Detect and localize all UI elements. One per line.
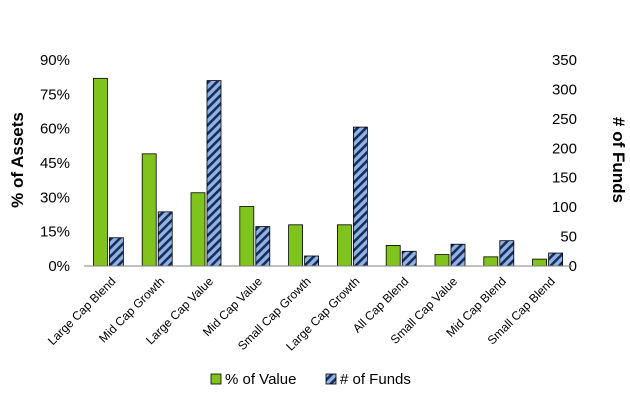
- left-axis-ticks: 0% 15% 30% 45% 60% 75% 90%: [40, 52, 70, 275]
- bar-fund-count: [450, 243, 466, 267]
- bar-percent-value: [532, 258, 547, 267]
- legend-label-funds: # of Funds: [340, 371, 411, 388]
- bar-marks: [93, 77, 563, 267]
- bar-fund-count: [548, 252, 563, 267]
- bar-fund-count: [157, 211, 173, 267]
- right-tick-label: 100: [552, 199, 577, 216]
- right-tick-label: 250: [552, 111, 577, 128]
- bar-fund-count: [499, 240, 515, 267]
- right-tick-label: 300: [552, 81, 577, 98]
- left-tick-label: 0%: [48, 258, 70, 275]
- right-tick-label: 50: [560, 229, 577, 246]
- bar-percent-value: [336, 224, 352, 267]
- bar-fund-count: [255, 226, 271, 267]
- bar-percent-value: [141, 153, 157, 267]
- bar-fund-count: [206, 80, 222, 267]
- bar-fund-count: [109, 237, 124, 267]
- right-tick-label: 0: [569, 258, 577, 275]
- right-tick-label: 350: [552, 52, 577, 69]
- left-tick-label: 60%: [40, 121, 70, 138]
- right-axis-ticks: 0 50 100 150 200 250 300 350: [552, 52, 577, 275]
- left-tick-label: 45%: [40, 155, 70, 172]
- legend: % of Value # of Funds: [210, 371, 411, 388]
- bar-fund-count: [352, 126, 368, 267]
- legend-label-value: % of Value: [225, 371, 296, 388]
- bar-percent-value: [288, 224, 304, 267]
- legend-swatch-value: [210, 373, 222, 385]
- bar-percent-value: [385, 244, 401, 267]
- bar-fund-count: [304, 255, 320, 267]
- left-tick-label: 30%: [40, 189, 70, 206]
- left-tick-label: 15%: [40, 224, 70, 241]
- bar-percent-value: [93, 77, 108, 267]
- bar-percent-value: [434, 254, 450, 267]
- right-tick-label: 150: [552, 170, 577, 187]
- bar-percent-value: [190, 192, 206, 267]
- left-tick-label: 90%: [40, 52, 70, 69]
- right-tick-label: 200: [552, 140, 577, 157]
- left-tick-label: 75%: [40, 86, 70, 103]
- bar-percent-value: [239, 206, 255, 267]
- legend-swatch-funds: [325, 373, 337, 385]
- left-axis-title: % of Assets: [8, 112, 27, 208]
- right-axis-title: # of Funds: [609, 117, 628, 203]
- bar-fund-count: [401, 250, 417, 267]
- bar-percent-value: [483, 256, 499, 267]
